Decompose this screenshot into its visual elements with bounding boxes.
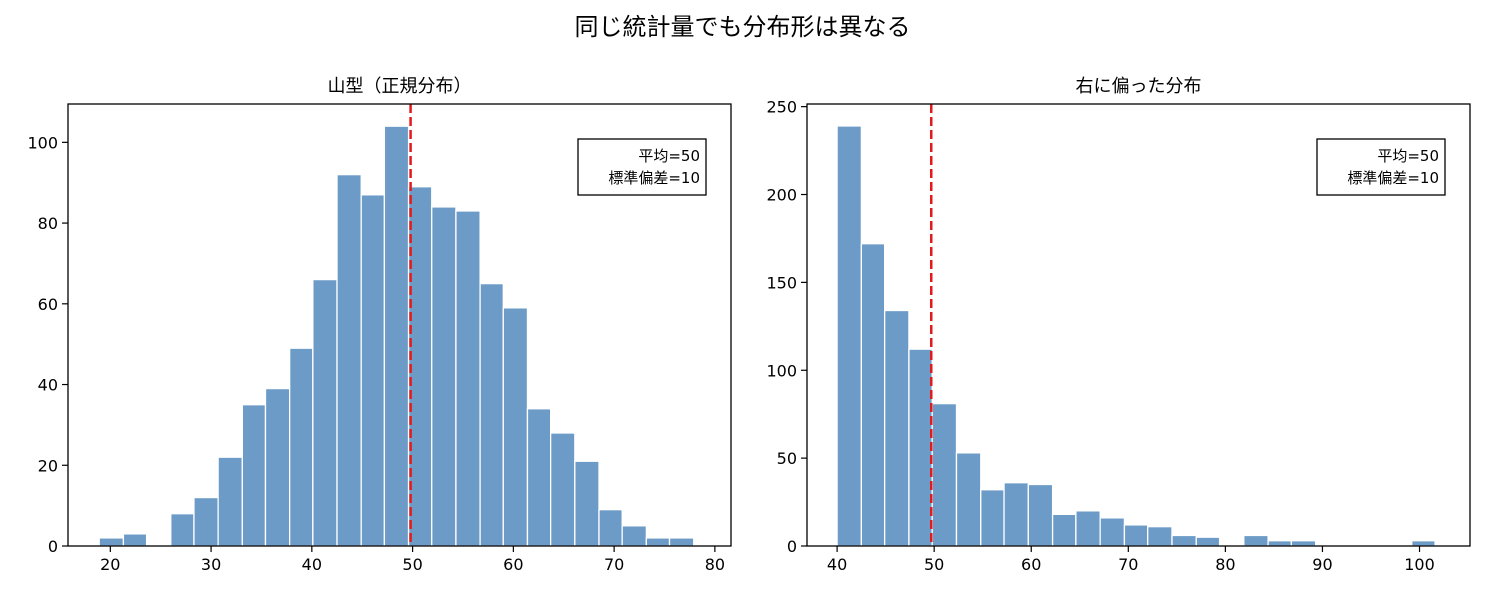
figure-suptitle: 同じ統計量でも分布形は異なる (575, 13, 911, 41)
stats-mean-text: 平均=50 (1377, 147, 1439, 165)
panel-title: 右に偏った分布 (1076, 76, 1202, 97)
histogram-bar (980, 489, 1005, 547)
y-tick-label: 200 (766, 186, 797, 205)
histogram-bar (1411, 540, 1436, 547)
histogram-bar (1051, 513, 1077, 547)
histogram-bar (289, 347, 314, 547)
x-tick-label: 80 (1215, 555, 1235, 574)
histogram-bar (526, 408, 552, 547)
histogram-panel-right-skewed: 右に偏った分布 40 50 60 70 80 90 100 0 50 100 150 200 250 平均=… (766, 76, 1471, 574)
histogram-bar (407, 186, 433, 547)
histogram-bar (1099, 517, 1126, 547)
stats-box: 平均=50 標準偏差=10 (1316, 138, 1446, 196)
x-tick-label: 60 (503, 555, 523, 574)
histogram-bar (264, 387, 291, 547)
histogram-bar (241, 404, 267, 547)
histogram-bar (860, 243, 886, 547)
y-tick-label: 80 (38, 214, 58, 233)
histogram-bar (645, 537, 671, 547)
y-tick-label: 150 (766, 273, 797, 292)
histogram-bar (836, 125, 863, 547)
x-tick-label: 60 (1021, 555, 1041, 574)
histogram-bar (908, 348, 933, 547)
histogram-bar (1290, 540, 1317, 547)
y-tick-label: 250 (766, 98, 797, 117)
histogram-bar (1075, 510, 1101, 547)
stats-box-frame (577, 138, 707, 196)
histogram-bar (312, 278, 338, 547)
y-tick-label: 100 (27, 133, 58, 152)
x-tick-label: 90 (1312, 555, 1332, 574)
x-tick-label: 40 (302, 555, 322, 574)
histogram-bar (1147, 526, 1173, 547)
histogram-bar (479, 282, 504, 547)
stats-std-text: 標準偏差=10 (608, 169, 700, 187)
x-tick-label: 20 (100, 555, 120, 574)
histogram-bars (98, 125, 695, 547)
histogram-bar (1267, 540, 1293, 547)
histogram-bar (955, 452, 982, 547)
histogram-bar (502, 307, 529, 547)
histogram-bar (122, 533, 148, 547)
histogram-bar (884, 309, 910, 547)
y-tick-label: 20 (38, 456, 58, 475)
histogram-bar (668, 537, 695, 547)
stats-mean-text: 平均=50 (638, 147, 700, 165)
histogram-bar (598, 509, 623, 547)
histogram-bar (931, 402, 958, 547)
axes-frame (67, 103, 732, 547)
histogram-bar (193, 496, 219, 547)
y-tick-label: 100 (766, 361, 797, 380)
histogram-bar (336, 173, 362, 547)
x-tick-label: 30 (201, 555, 221, 574)
stats-box: 平均=50 標準偏差=10 (577, 138, 707, 196)
histogram-bar (1123, 524, 1149, 547)
histogram-panel-normal: 山型（正規分布） 20 30 40 50 60 70 80 0 20 40 60 80 100 平均=50 標… (27, 76, 732, 574)
y-tick-label: 0 (48, 537, 58, 556)
x-tick-label: 100 (1404, 555, 1435, 574)
histogram-bar (217, 456, 243, 547)
histogram-bar (621, 525, 648, 547)
panel-title: 山型（正規分布） (328, 76, 472, 97)
histogram-bar (1243, 534, 1269, 547)
histogram-bars (836, 125, 1436, 547)
histogram-bar (455, 210, 481, 547)
histogram-bar (549, 432, 576, 547)
histogram-bar (1003, 482, 1029, 547)
x-tick-label: 50 (402, 555, 422, 574)
x-tick-label: 70 (604, 555, 624, 574)
histogram-bar (360, 194, 386, 547)
histogram-bar (1171, 534, 1197, 547)
histogram-bar (1027, 483, 1054, 547)
histogram-bar (383, 125, 410, 547)
histogram-bar (1195, 536, 1221, 547)
x-tick-label: 40 (827, 555, 847, 574)
x-tick-label: 70 (1118, 555, 1138, 574)
x-tick-label: 50 (924, 555, 944, 574)
x-tick-label: 80 (705, 555, 725, 574)
axes-frame (806, 103, 1471, 547)
y-tick-label: 50 (777, 449, 797, 468)
y-tick-label: 0 (787, 537, 797, 556)
stats-box-frame (1316, 138, 1446, 196)
histogram-bar (431, 206, 457, 547)
histogram-bar (170, 513, 195, 547)
stats-std-text: 標準偏差=10 (1347, 169, 1439, 187)
y-tick-label: 60 (38, 295, 58, 314)
histogram-bar (574, 460, 600, 547)
histogram-bar (98, 537, 125, 547)
y-tick-label: 40 (38, 376, 58, 395)
